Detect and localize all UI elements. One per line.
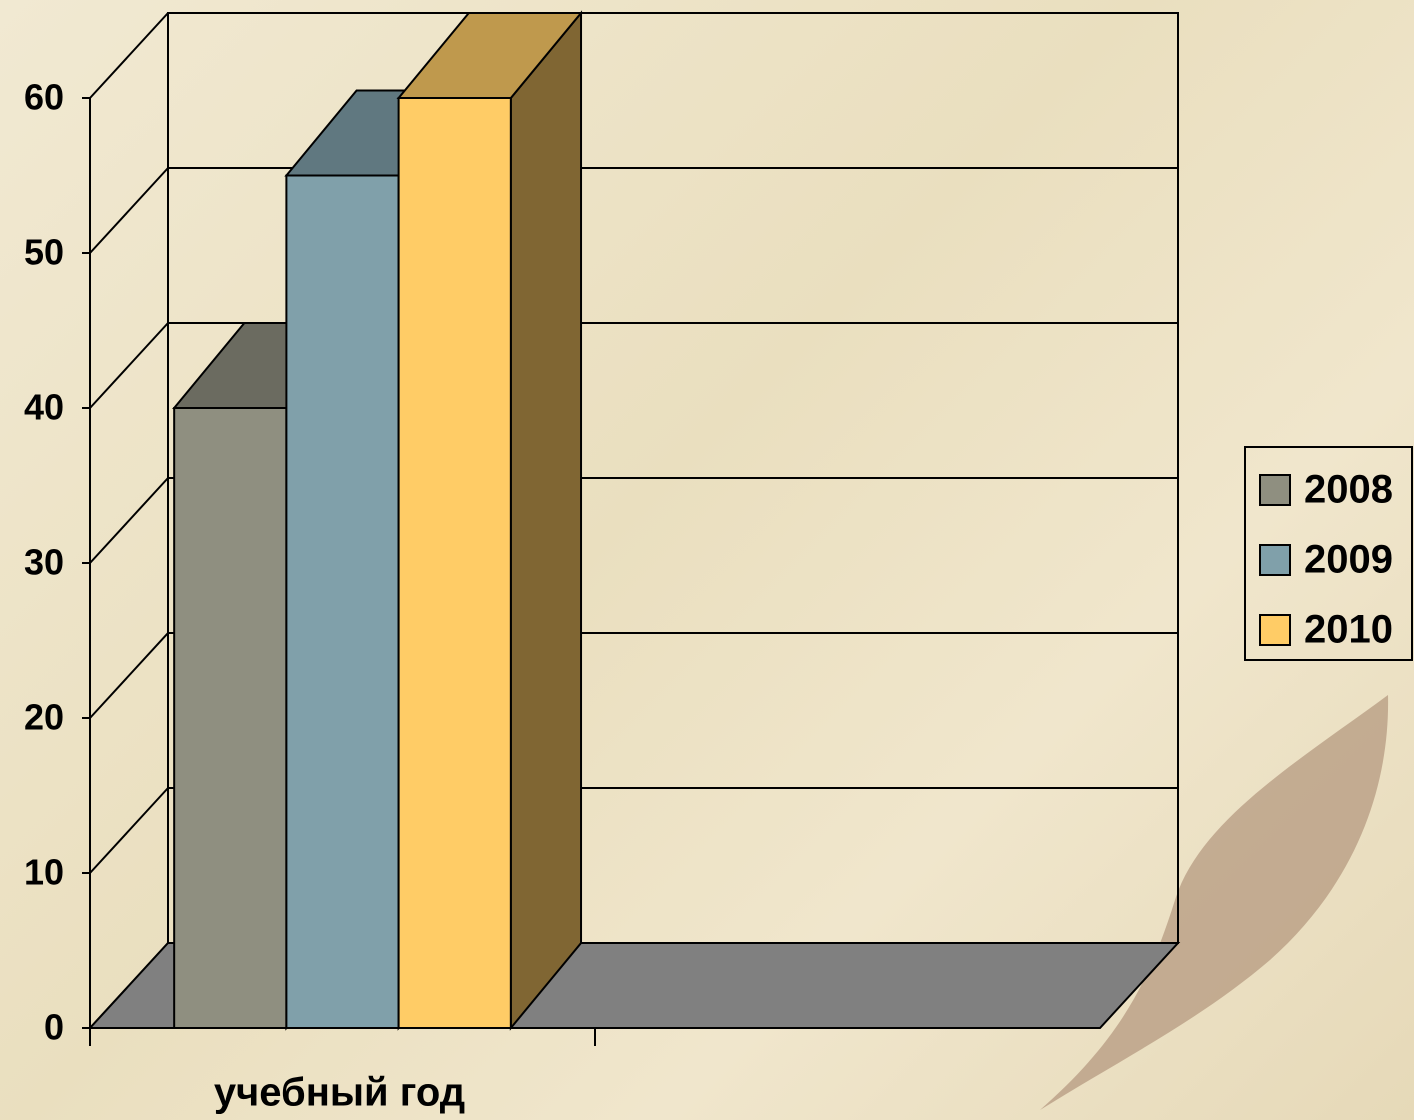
- y-tick-label: 50: [24, 232, 64, 273]
- legend-label: 2009: [1304, 538, 1393, 582]
- grid-line: [89, 12, 169, 99]
- grid-line: [89, 477, 169, 564]
- bar: [397, 97, 512, 1029]
- y-tick-label: 20: [24, 697, 64, 738]
- legend-label: 2008: [1304, 468, 1393, 512]
- legend-swatch: [1259, 614, 1291, 646]
- y-tick-label: 10: [24, 852, 64, 893]
- bar-side: [509, 10, 583, 1031]
- x-tick-label: учебный год: [214, 1071, 465, 1115]
- y-tick-label: 60: [24, 77, 64, 118]
- bar: [285, 174, 400, 1029]
- grid-line: [89, 632, 169, 719]
- grid-line: [89, 787, 169, 874]
- legend-swatch: [1259, 544, 1291, 576]
- legend-swatch: [1259, 474, 1291, 506]
- legend-box: [1244, 446, 1413, 661]
- grid-line: [89, 322, 169, 409]
- y-tick-label: 0: [44, 1007, 64, 1048]
- grid-line: [89, 167, 169, 254]
- leaf-decoration: [1040, 695, 1389, 1110]
- y-tick-label: 40: [24, 387, 64, 428]
- y-tick-label: 30: [24, 542, 64, 583]
- legend-label: 2010: [1304, 608, 1393, 652]
- bar: [173, 407, 288, 1029]
